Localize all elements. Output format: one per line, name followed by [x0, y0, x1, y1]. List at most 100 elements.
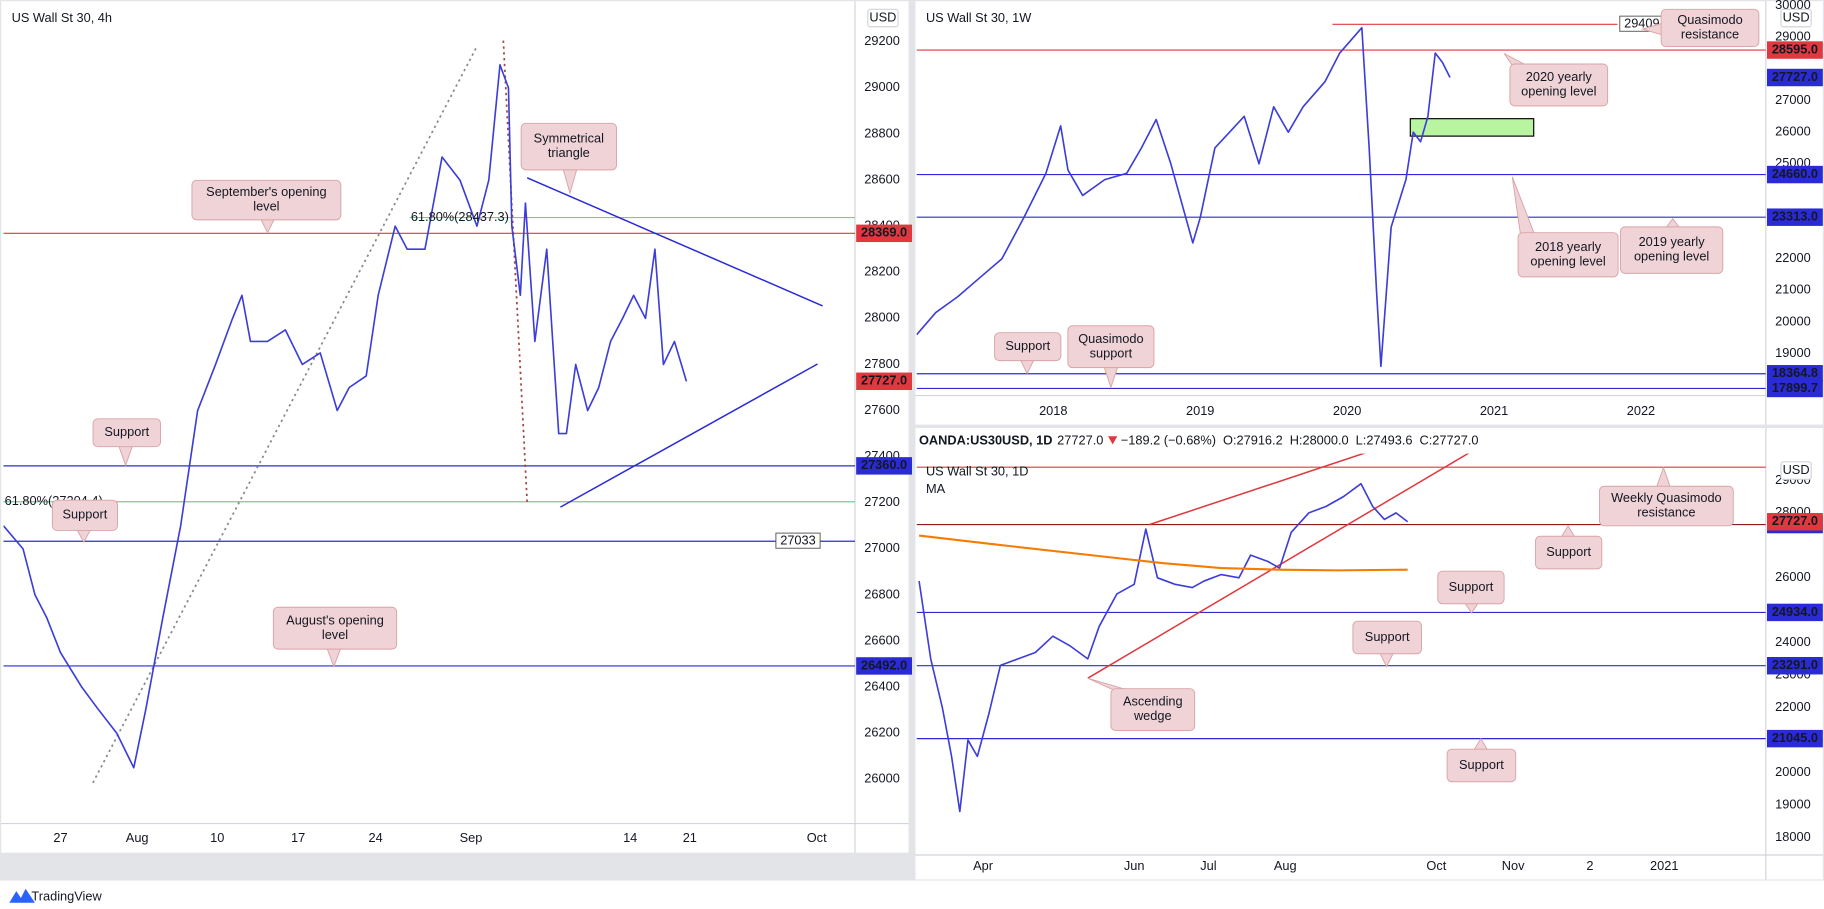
- header-text: O:: [1223, 432, 1237, 447]
- y-tick-label: 26000: [1775, 124, 1811, 139]
- callout-text: wedge: [1133, 708, 1172, 723]
- x-tick-label: 2019: [1186, 403, 1214, 418]
- callout-box: [92, 418, 161, 448]
- callout-box: [1619, 226, 1724, 274]
- x-tick-label: 24: [368, 830, 382, 845]
- x-tick-label: Nov: [1502, 858, 1525, 873]
- y-tick-label: 28000: [864, 310, 900, 325]
- y-tick-label: 29200: [864, 33, 900, 48]
- price-line: [3, 63, 688, 769]
- price-label-box: [1767, 208, 1823, 226]
- price-label-box: [1767, 379, 1823, 398]
- trendline: [526, 177, 823, 307]
- legend-entry: MA: [926, 481, 946, 496]
- price-line: [916, 26, 1451, 368]
- header-text: 27916.2: [1237, 432, 1283, 447]
- price-label: 24934.0: [1772, 604, 1818, 619]
- callout-box: [1535, 535, 1603, 570]
- callout-text: support: [1090, 345, 1133, 360]
- price-label: 27727.0: [1772, 513, 1818, 528]
- callout-box: [994, 332, 1062, 362]
- callout-box: [51, 499, 118, 531]
- x-tick-label: 14: [623, 830, 637, 845]
- y-tick-label: 20000: [1775, 313, 1811, 328]
- x-tick-label: 17: [291, 830, 305, 845]
- callout-text: level: [253, 199, 279, 214]
- plot-area: [916, 453, 1766, 813]
- y-tick-label: 27800: [864, 356, 900, 371]
- x-tick-label: 10: [210, 830, 224, 845]
- x-tick-label: Sep: [460, 830, 483, 845]
- currency-box: [1780, 461, 1812, 480]
- callout-box: [1509, 63, 1609, 107]
- price-label: 28369.0: [861, 225, 907, 240]
- y-tick-label: 22000: [1775, 250, 1811, 265]
- price-label-box: [856, 224, 912, 243]
- price-label: 27727.0: [1772, 69, 1818, 84]
- x-tick-label: Oct: [1426, 858, 1446, 873]
- callout-box: [520, 122, 617, 171]
- price-label-box: [1767, 513, 1823, 531]
- y-tick-label: 27200: [864, 494, 900, 509]
- trendline: [560, 363, 818, 508]
- price-label-box: [1767, 365, 1823, 383]
- currency-box: [1780, 8, 1812, 28]
- price-label-box: [1767, 41, 1823, 59]
- header-text: 28000.0: [1302, 432, 1348, 447]
- callout-text: Quasimodo: [1677, 12, 1742, 27]
- x-tick-label: 27: [53, 830, 67, 845]
- trendline: [92, 45, 478, 784]
- plot-area: [3, 40, 855, 784]
- callout-text: Support: [1546, 544, 1591, 559]
- callout-text: Weekly Quasimodo: [1611, 490, 1722, 505]
- callout-text: Support: [1459, 757, 1504, 772]
- price-label-box: [1767, 68, 1823, 87]
- y-tick-label: 29000: [864, 79, 900, 94]
- x-tick-label: 2021: [1650, 858, 1678, 873]
- x-tick-label: Jun: [1124, 858, 1145, 873]
- header-text: 27493.6: [1366, 432, 1412, 447]
- price-label: 27727.0: [861, 373, 907, 388]
- currency-label: USD: [1783, 9, 1810, 24]
- price-label-box: [856, 657, 912, 675]
- callout-text: opening level: [1634, 249, 1709, 264]
- callout-text: 2019 yearly: [1639, 234, 1706, 249]
- callout-box: [1517, 232, 1619, 278]
- x-tick-label: 21: [683, 830, 697, 845]
- level-label: 27033: [780, 533, 816, 548]
- header-text: 27727.0: [1057, 432, 1103, 447]
- y-tick-label: 19000: [1775, 345, 1811, 360]
- callout-text: Support: [1005, 338, 1050, 353]
- price-label-box: [1767, 603, 1823, 622]
- x-tick-label: Apr: [973, 858, 994, 873]
- y-tick-label: 28200: [864, 264, 900, 279]
- x-tick-label: Aug: [1274, 858, 1297, 873]
- x-tick-label: Jul: [1200, 858, 1216, 873]
- x-tick-label: Oct: [807, 830, 827, 845]
- callout-box: [1352, 620, 1422, 655]
- callout-box: [1437, 570, 1505, 605]
- header-text: L:: [1356, 432, 1367, 447]
- level-label-box: [775, 532, 821, 549]
- zone: [1409, 118, 1535, 137]
- callout-text: triangle: [548, 145, 590, 160]
- callout-box: [1067, 325, 1155, 369]
- callout-box: [1660, 8, 1760, 48]
- x-tick-label: 2021: [1480, 403, 1508, 418]
- y-tick-label: 27000: [1775, 92, 1811, 107]
- y-tick-label: 27000: [864, 540, 900, 555]
- callout-text: Support: [104, 424, 149, 439]
- price-line: [918, 482, 1409, 813]
- x-tick-label: 2022: [1627, 403, 1655, 418]
- currency-box: [867, 8, 899, 28]
- y-tick-label: 26000: [864, 771, 900, 786]
- header-text: −189.2 (−0.68%): [1121, 432, 1216, 447]
- y-tick-label: 26600: [864, 632, 900, 647]
- y-tick-label: 26800: [864, 586, 900, 601]
- y-tick-label: 22000: [1775, 699, 1811, 714]
- plot-area: [916, 23, 1766, 390]
- chart-title: US Wall St 30, 1W: [926, 10, 1032, 25]
- x-tick-label: Aug: [126, 830, 149, 845]
- trendline: [1087, 453, 1470, 679]
